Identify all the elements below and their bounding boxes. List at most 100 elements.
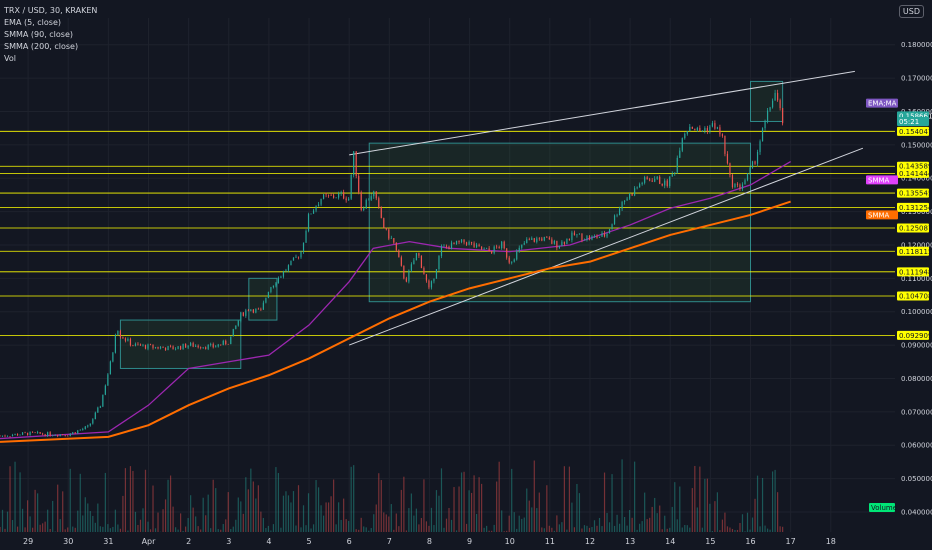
price-tag-label: 0.111948 xyxy=(899,268,932,276)
volume-bar xyxy=(726,526,729,532)
candle-body xyxy=(664,180,666,186)
candle-body xyxy=(646,177,648,180)
candle-body xyxy=(440,246,443,256)
pattern-boxes[interactable] xyxy=(119,80,784,369)
candle-body xyxy=(172,346,174,350)
candle-body xyxy=(511,261,513,263)
volume-bar xyxy=(395,513,397,532)
volume-bar xyxy=(62,491,64,532)
candle-body xyxy=(92,419,94,424)
price-tag-label: 0.104708 xyxy=(899,293,932,301)
candle-body xyxy=(606,233,608,237)
legend-smma-90[interactable]: SMMA (90, close) xyxy=(4,30,74,39)
trendlines[interactable] xyxy=(348,70,864,346)
volume-bar xyxy=(59,519,61,532)
candle-body xyxy=(355,151,357,176)
volume-bar xyxy=(205,515,207,532)
volume-bar xyxy=(613,525,616,532)
volume-bar xyxy=(127,530,129,532)
x-tick-label: Apr xyxy=(142,537,157,546)
y-tick-label: 0.150000 xyxy=(901,141,932,149)
volume-bar xyxy=(185,526,187,532)
volume-bar xyxy=(420,518,423,532)
time-axis[interactable]: 29 30 31 Apr 2 3 4 5 6 7 8 9 10 11 12 13 14 15 16 17 18 xyxy=(23,537,836,546)
candle-body xyxy=(598,236,601,238)
volume-bar xyxy=(646,519,648,532)
candle-body xyxy=(388,229,390,239)
volume-bar xyxy=(694,465,696,532)
x-tick-label: 15 xyxy=(705,537,715,546)
currency-button[interactable]: USD xyxy=(898,5,924,18)
price-tag-label: 0.158661 xyxy=(899,112,932,120)
volume-bar xyxy=(521,518,523,532)
y-tick-label: 0.090000 xyxy=(901,342,932,350)
candle-body xyxy=(403,265,405,279)
indicator-tag-label: SMMA xyxy=(868,176,890,184)
volume-bar xyxy=(34,489,36,532)
volume-bar xyxy=(626,525,628,532)
price-tag-label: 0.141444 xyxy=(899,170,932,178)
legend-ema[interactable]: EMA (5, close) xyxy=(4,18,61,27)
volume-bar xyxy=(230,529,232,532)
candle-body xyxy=(726,153,729,164)
candle-body xyxy=(756,151,759,164)
y-tick-label: 0.070000 xyxy=(901,408,932,416)
candle-body xyxy=(656,176,658,179)
candle-body xyxy=(430,281,433,288)
volume-bar xyxy=(486,525,488,532)
candle-body xyxy=(553,240,555,244)
legend-volume[interactable]: Vol xyxy=(4,54,16,63)
candle-body xyxy=(215,346,217,348)
volume-bar xyxy=(634,461,636,532)
candle-body xyxy=(42,433,44,435)
volume-bar xyxy=(212,479,214,532)
volume-bar xyxy=(47,509,49,532)
candle-body xyxy=(107,374,109,386)
candle-body xyxy=(679,150,681,158)
price-axis[interactable]: 0.1800000.1700000.1600000.1500000.140000… xyxy=(901,41,932,516)
volume-tag: Volume xyxy=(869,503,897,512)
trendline xyxy=(348,147,864,346)
volume-bar xyxy=(611,474,613,532)
candle-body xyxy=(626,198,628,201)
candle-body xyxy=(44,434,46,436)
volume-bar xyxy=(348,520,350,532)
volume-bar xyxy=(315,480,317,532)
candle-body xyxy=(395,242,397,251)
candle-body xyxy=(64,434,66,436)
candle-body xyxy=(124,338,127,341)
x-tick-label: 13 xyxy=(625,537,635,546)
volume-bar xyxy=(739,522,741,532)
volume-bar xyxy=(701,527,703,532)
candle-body xyxy=(463,239,465,243)
volume-bar xyxy=(242,513,244,532)
volume-bar xyxy=(774,469,776,532)
candle-body xyxy=(330,195,332,196)
candle-body xyxy=(491,251,493,254)
candle-body xyxy=(11,435,14,437)
candle-body xyxy=(39,431,41,434)
candle-body xyxy=(1,435,4,437)
volume-bar xyxy=(124,468,127,532)
volume-bar xyxy=(87,503,89,532)
candle-body xyxy=(348,198,350,201)
price-tag-bg xyxy=(897,161,929,171)
volume-bar xyxy=(706,478,708,532)
volume-bar xyxy=(496,481,498,532)
legend-smma-200[interactable]: SMMA (200, close) xyxy=(4,42,79,51)
candle-body xyxy=(260,309,262,310)
candle-body xyxy=(32,431,34,433)
candle-body xyxy=(97,407,99,413)
volume-bar xyxy=(139,519,142,532)
candle-body xyxy=(724,135,726,154)
x-tick-label: 9 xyxy=(467,537,472,546)
volume-bar xyxy=(260,511,262,532)
candle-body xyxy=(159,347,162,349)
volume-bar xyxy=(561,522,563,532)
volume-bar xyxy=(79,473,81,532)
candle-body xyxy=(531,238,533,240)
volume-bar xyxy=(704,478,706,532)
candle-body xyxy=(245,310,247,316)
legend-symbol[interactable]: TRX / USD, 30, KRAKEN xyxy=(4,6,98,15)
